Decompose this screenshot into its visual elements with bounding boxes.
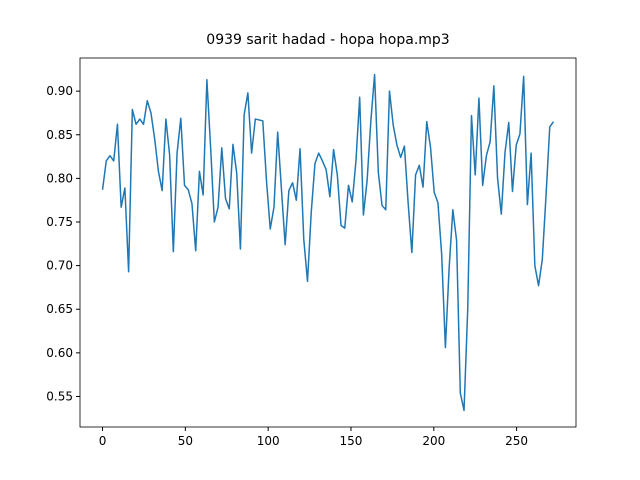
- x-tick-label: 250: [505, 434, 528, 448]
- y-tick-label: 0.60: [46, 346, 73, 360]
- line-series: [101, 73, 555, 412]
- y-tick-label: 0.75: [46, 215, 73, 229]
- plot-frame: [79, 57, 577, 428]
- x-tick-label: 150: [340, 434, 363, 448]
- x-tick-label: 50: [178, 434, 193, 448]
- y-tick-label: 0.90: [46, 84, 73, 98]
- y-tick-label: 0.65: [46, 302, 73, 316]
- chart-title: 0939 sarit hadad - hopa hopa.mp3: [206, 32, 449, 48]
- y-tick-label: 0.55: [46, 389, 73, 403]
- y-tick-label: 0.70: [46, 259, 73, 273]
- y-tick-label: 0.80: [46, 171, 73, 185]
- y-tick-label: 0.85: [46, 128, 73, 142]
- x-tick-label: 200: [422, 434, 445, 448]
- x-tick-label: 100: [257, 434, 280, 448]
- x-tick-label: 0: [99, 434, 107, 448]
